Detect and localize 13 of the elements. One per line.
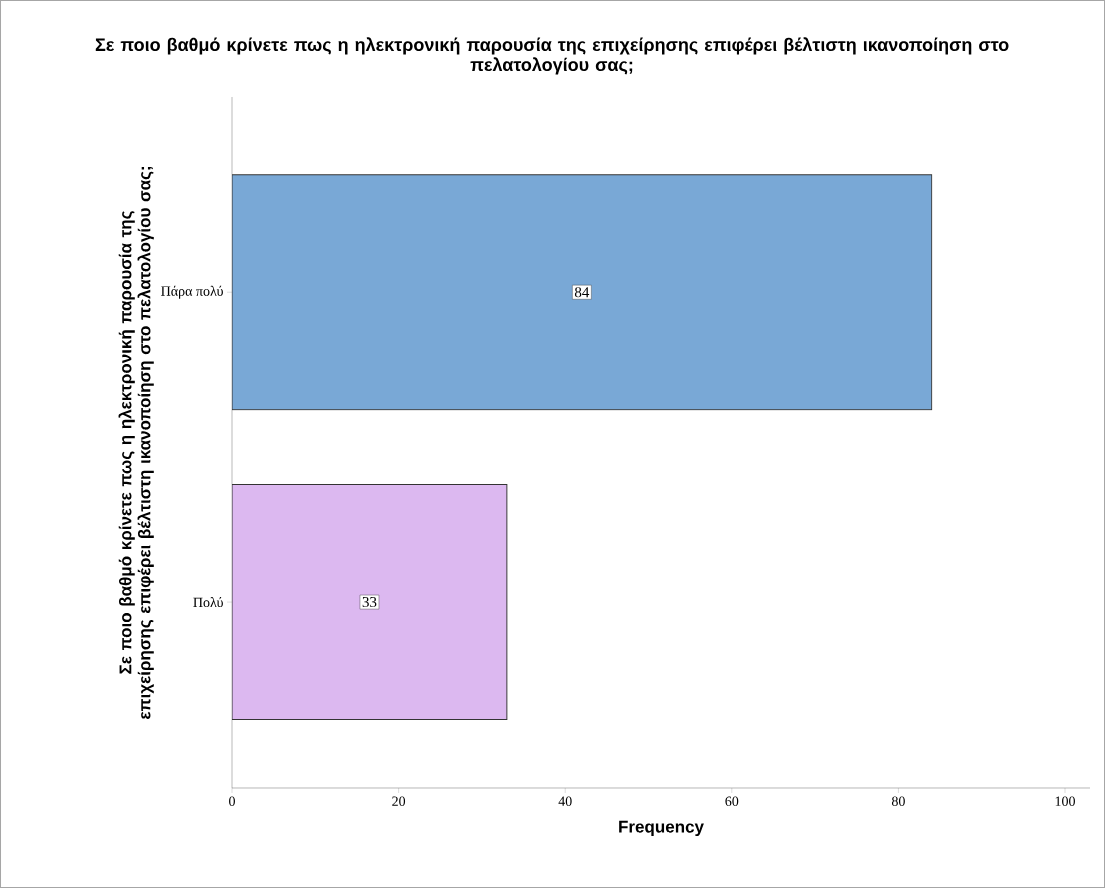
y-tick-label: Πολύ xyxy=(193,597,223,608)
data-label: 33 xyxy=(362,597,377,608)
x-tick-label: 40 xyxy=(558,796,572,806)
data-label: 84 xyxy=(574,287,590,298)
x-axis-title: Frequency xyxy=(619,820,704,837)
y-axis-title: Σε ποιο βαθμό κρίνετε πως η ηλεκτρονική παρουσία της επιχείρησης επιφέρει βέλτιστη ικανοποίηση στο πελατολογίου σας; xyxy=(118,167,154,719)
x-tick-label: 100 xyxy=(1055,796,1075,806)
chart-title: Σε ποιο βαθμό κρίνετε πως η ηλεκτρονική παρουσία της επιχείρησης επιφέρει βέλτιστη ικανοποίηση στο πελατολογίου σας; xyxy=(95,37,1009,75)
y-tick-label: Πάρα πολύ xyxy=(161,285,223,299)
x-tick-label: 60 xyxy=(725,796,739,806)
x-tick-label: 0 xyxy=(229,796,235,806)
x-tick-label: 80 xyxy=(891,796,905,806)
x-tick-label: 20 xyxy=(392,796,406,806)
